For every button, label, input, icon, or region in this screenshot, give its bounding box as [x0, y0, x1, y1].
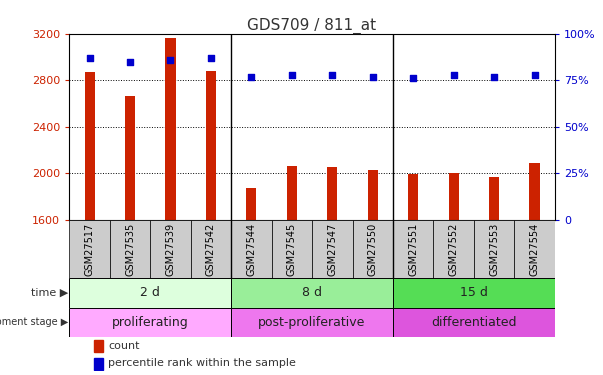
Point [247, 74, 256, 80]
Point [287, 72, 297, 78]
FancyBboxPatch shape [69, 308, 231, 337]
FancyBboxPatch shape [353, 220, 393, 278]
Point [489, 74, 499, 80]
Bar [408, 174, 418, 220]
FancyBboxPatch shape [393, 220, 434, 278]
FancyBboxPatch shape [271, 220, 312, 278]
Text: percentile rank within the sample: percentile rank within the sample [108, 358, 296, 368]
Bar [125, 96, 135, 220]
Text: proliferating: proliferating [112, 316, 189, 329]
Text: GSM27517: GSM27517 [84, 222, 95, 276]
Text: GSM27551: GSM27551 [408, 222, 418, 276]
FancyBboxPatch shape [69, 278, 231, 308]
FancyBboxPatch shape [191, 220, 231, 278]
Point [206, 55, 216, 61]
FancyBboxPatch shape [231, 308, 393, 337]
FancyBboxPatch shape [393, 308, 555, 337]
FancyBboxPatch shape [514, 220, 555, 278]
FancyBboxPatch shape [393, 278, 555, 308]
Text: 15 d: 15 d [460, 286, 488, 300]
Text: count: count [108, 341, 140, 351]
Point [85, 55, 95, 61]
Point [449, 72, 458, 78]
FancyBboxPatch shape [150, 220, 191, 278]
Text: GSM27535: GSM27535 [125, 222, 135, 276]
Bar [529, 163, 540, 220]
FancyBboxPatch shape [110, 220, 150, 278]
Text: GSM27547: GSM27547 [327, 222, 337, 276]
Bar [206, 71, 216, 220]
Text: GSM27539: GSM27539 [165, 222, 175, 276]
Bar [246, 188, 256, 220]
Text: GSM27550: GSM27550 [368, 222, 377, 276]
FancyBboxPatch shape [69, 220, 110, 278]
Text: 8 d: 8 d [302, 286, 322, 300]
Text: GSM27554: GSM27554 [529, 222, 540, 276]
FancyBboxPatch shape [231, 278, 393, 308]
Bar [93, 357, 103, 369]
Point [327, 72, 337, 78]
Text: GSM27545: GSM27545 [287, 222, 297, 276]
FancyBboxPatch shape [474, 220, 514, 278]
Point [166, 57, 175, 63]
Bar [84, 72, 95, 220]
Bar [449, 172, 459, 220]
Bar [165, 38, 175, 220]
Point [125, 58, 135, 64]
Bar [489, 177, 499, 220]
FancyBboxPatch shape [231, 220, 271, 278]
Text: 2 d: 2 d [140, 286, 160, 300]
Point [368, 74, 377, 80]
Point [529, 72, 539, 78]
Title: GDS709 / 811_at: GDS709 / 811_at [247, 18, 377, 34]
Bar [368, 170, 378, 220]
Text: GSM27552: GSM27552 [449, 222, 459, 276]
Text: GSM27544: GSM27544 [247, 222, 256, 276]
Bar [287, 166, 297, 220]
Text: time ▶: time ▶ [31, 288, 69, 298]
Text: differentiated: differentiated [431, 316, 517, 329]
Bar [93, 340, 103, 352]
Text: development stage ▶: development stage ▶ [0, 317, 69, 327]
Text: GSM27542: GSM27542 [206, 222, 216, 276]
Text: post-proliferative: post-proliferative [258, 316, 366, 329]
Point [408, 75, 418, 81]
Bar [327, 167, 337, 220]
FancyBboxPatch shape [312, 220, 353, 278]
Text: GSM27553: GSM27553 [489, 222, 499, 276]
FancyBboxPatch shape [434, 220, 474, 278]
